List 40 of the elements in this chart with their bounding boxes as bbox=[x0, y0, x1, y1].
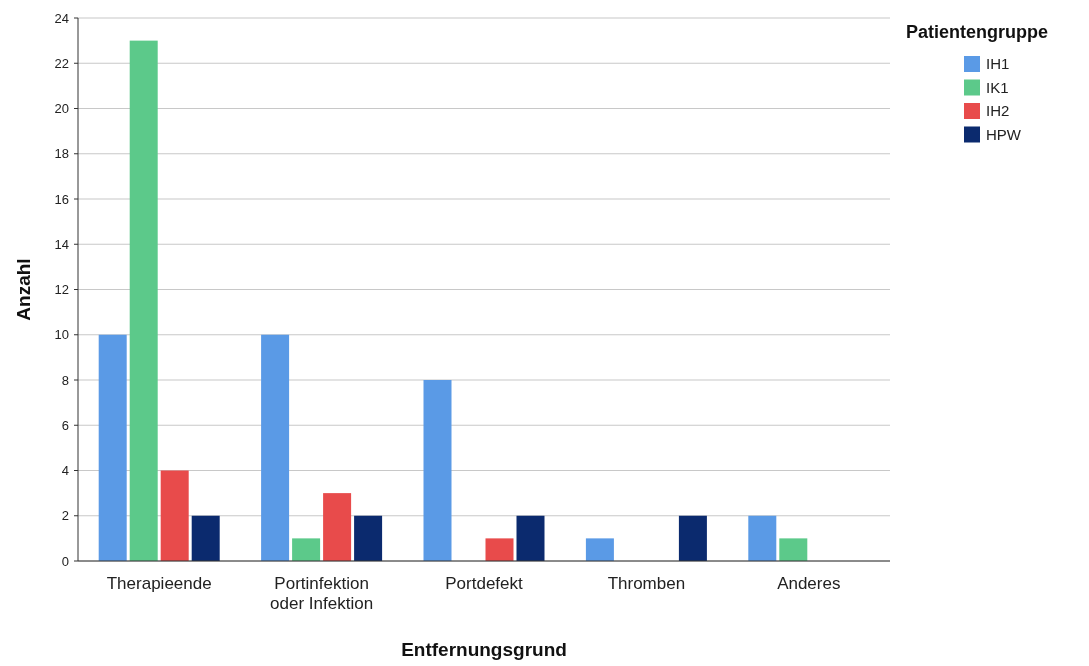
bar bbox=[748, 515, 777, 561]
y-tick-label: 16 bbox=[54, 191, 69, 207]
y-tick-label: 8 bbox=[61, 372, 69, 388]
y-tick-label: 12 bbox=[54, 282, 69, 298]
bar bbox=[585, 538, 614, 561]
bar bbox=[98, 334, 127, 561]
bar bbox=[323, 493, 352, 561]
bar bbox=[485, 538, 514, 561]
bar bbox=[292, 538, 321, 561]
y-tick-label: 18 bbox=[54, 146, 69, 162]
bar bbox=[354, 515, 383, 561]
legend-label: IH2 bbox=[986, 102, 1010, 120]
legend-title: Patientengruppe bbox=[906, 22, 1049, 42]
bar bbox=[129, 40, 158, 561]
y-tick-label: 10 bbox=[54, 327, 69, 343]
bar bbox=[191, 515, 220, 561]
y-tick-label: 20 bbox=[54, 101, 69, 117]
y-tick-label: 14 bbox=[54, 236, 69, 252]
legend-label: IK1 bbox=[986, 78, 1009, 96]
legend-label: IH1 bbox=[986, 55, 1010, 73]
y-tick-label: 2 bbox=[61, 508, 69, 524]
bar bbox=[261, 334, 290, 561]
bar bbox=[779, 538, 808, 561]
y-tick-label: 22 bbox=[54, 55, 69, 71]
x-tick-label: Thromben bbox=[607, 574, 686, 593]
y-tick-label: 6 bbox=[61, 417, 69, 433]
x-tick-label: Portinfektion oder Infektion bbox=[270, 574, 374, 613]
y-axis-title: Anzahl bbox=[13, 258, 34, 321]
x-tick-label: Portdefekt bbox=[445, 574, 524, 593]
y-tick-label: 24 bbox=[54, 10, 69, 26]
y-tick-label: 0 bbox=[61, 553, 69, 569]
x-tick-label: Anderes bbox=[777, 574, 841, 593]
bar bbox=[423, 380, 452, 561]
bar bbox=[516, 515, 545, 561]
x-axis-title: Entfernungsgrund bbox=[401, 639, 567, 660]
x-tick-label: Therapieende bbox=[106, 574, 212, 593]
y-tick-label: 4 bbox=[61, 463, 69, 479]
bar bbox=[160, 470, 189, 561]
bar bbox=[678, 515, 707, 561]
legend-label: HPW bbox=[986, 125, 1022, 143]
